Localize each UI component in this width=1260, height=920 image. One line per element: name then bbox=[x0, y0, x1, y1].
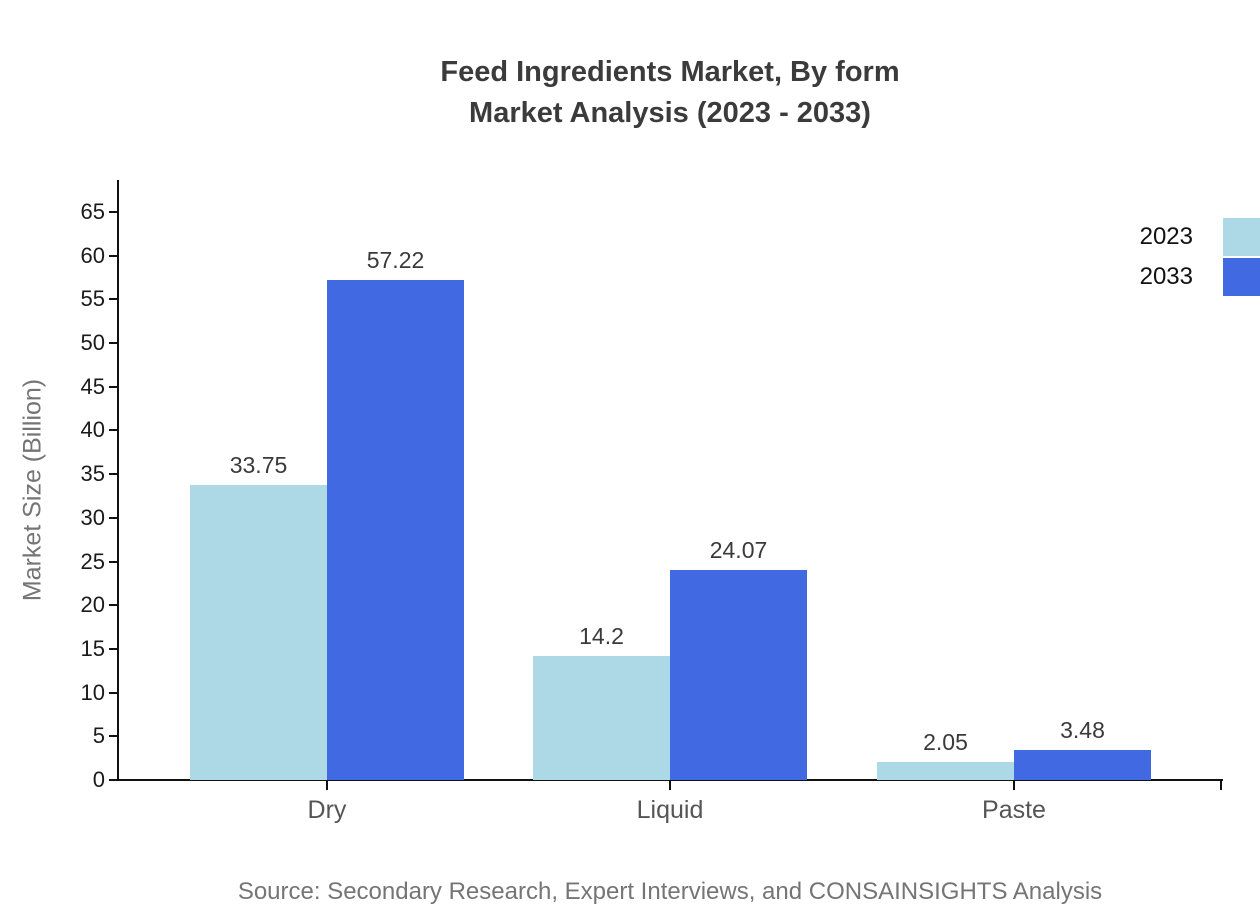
y-tick bbox=[109, 385, 117, 388]
x-category-label: Dry bbox=[307, 796, 347, 824]
bar-2023-dry bbox=[190, 485, 327, 780]
y-tick-label: 50 bbox=[80, 330, 105, 356]
y-tick bbox=[109, 604, 117, 607]
y-tick bbox=[109, 735, 117, 738]
y-tick bbox=[109, 516, 117, 519]
y-tick bbox=[109, 560, 117, 563]
chart-title: Feed Ingredients Market, By form Market … bbox=[80, 52, 1260, 134]
legend: 2023 2033 bbox=[1140, 218, 1260, 296]
bar-2033-paste bbox=[1014, 749, 1151, 780]
bar-2033-dry bbox=[327, 279, 464, 780]
bar-value-label-2033-liquid: 24.07 bbox=[709, 536, 768, 563]
y-tick bbox=[109, 779, 117, 781]
bar-2023-liquid bbox=[533, 655, 670, 780]
y-tick bbox=[109, 342, 117, 345]
x-tick bbox=[669, 781, 671, 790]
bar-value-label-2033-dry: 57.22 bbox=[366, 246, 425, 273]
x-category-label: Liquid bbox=[636, 796, 704, 824]
legend-label-2033: 2033 bbox=[1139, 263, 1193, 290]
y-tick-label: 30 bbox=[80, 504, 105, 530]
y-tick bbox=[109, 691, 117, 694]
y-tick-label: 20 bbox=[80, 592, 105, 618]
x-category-label: Paste bbox=[982, 796, 1046, 824]
y-tick-label: 25 bbox=[80, 548, 105, 574]
bar-2033-liquid bbox=[670, 569, 807, 780]
legend-item-2023[interactable]: 2023 bbox=[1140, 218, 1260, 256]
legend-label-2023: 2023 bbox=[1139, 223, 1193, 250]
chart-title-line2: Market Analysis (2023 - 2033) bbox=[469, 97, 871, 129]
legend-item-2033[interactable]: 2033 bbox=[1140, 258, 1260, 296]
bar-value-label-2023-dry: 33.75 bbox=[229, 452, 288, 479]
bar-value-label-2023-paste: 2.05 bbox=[923, 729, 968, 756]
y-tick bbox=[109, 647, 117, 650]
y-tick bbox=[109, 473, 117, 476]
y-tick bbox=[109, 298, 117, 301]
legend-swatch-2023 bbox=[1223, 218, 1260, 256]
x-axis-end-tick bbox=[1220, 781, 1222, 790]
x-tick bbox=[1013, 781, 1015, 790]
y-axis-line bbox=[117, 180, 119, 781]
y-tick-label: 15 bbox=[80, 635, 105, 661]
bar-value-label-2023-liquid: 14.2 bbox=[579, 622, 624, 649]
y-tick-label: 0 bbox=[92, 767, 105, 792]
y-tick-label: 60 bbox=[80, 242, 105, 268]
y-tick-label: 35 bbox=[80, 461, 105, 487]
source-attribution: Source: Secondary Research, Expert Inter… bbox=[237, 878, 1103, 905]
x-axis-line bbox=[117, 779, 1223, 781]
y-tick bbox=[109, 429, 117, 432]
y-tick-label: 65 bbox=[80, 199, 105, 224]
bar-value-label-2033-paste: 3.48 bbox=[1060, 716, 1105, 743]
y-tick-label: 55 bbox=[80, 286, 105, 312]
y-tick-label: 45 bbox=[80, 373, 105, 399]
y-tick-label: 5 bbox=[92, 723, 105, 749]
chart-title-line1: Feed Ingredients Market, By form bbox=[440, 56, 900, 88]
bar-2023-paste bbox=[877, 762, 1014, 780]
x-tick bbox=[326, 781, 328, 790]
y-tick-label: 10 bbox=[80, 679, 105, 705]
y-tick bbox=[109, 254, 117, 257]
y-tick bbox=[109, 211, 117, 213]
legend-swatch-2033 bbox=[1223, 258, 1260, 296]
y-tick-label: 40 bbox=[80, 417, 105, 443]
